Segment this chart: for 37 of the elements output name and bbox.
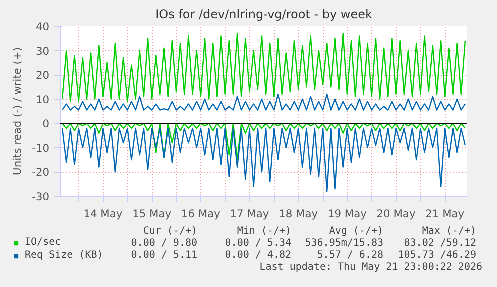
y-axis-title: Units read (-) / write (+)	[11, 48, 24, 176]
x-tick-label: 17 May	[230, 208, 270, 220]
y-tick-label: 20	[36, 69, 50, 82]
text: 105.73 /46.29	[398, 250, 477, 261]
x-tick-label: 18 May	[279, 208, 318, 220]
legend-label: Req Size (KB)	[25, 250, 104, 261]
text: 0.00 / 5.34	[225, 238, 292, 249]
text: 83.02 /59.12	[404, 238, 477, 249]
chart-title: IOs for /dev/nlring-vg/root - by week	[156, 8, 372, 22]
line-series	[62, 123, 466, 161]
x-tick-label: 21 May	[426, 208, 465, 220]
legend-label: IO/sec	[25, 237, 62, 248]
text: Avg (-/+)	[329, 226, 384, 237]
text: 0.00 / 9.80	[131, 238, 198, 249]
line-series	[62, 33, 466, 102]
x-tick-label: 20 May	[376, 208, 416, 220]
x-tick-label: 16 May	[181, 208, 220, 220]
line-series	[62, 128, 466, 192]
text: Last update: Thu May 21 23:00:22 2026	[260, 262, 483, 273]
text: 0.00 / 5.11	[131, 250, 198, 261]
x-tick-label: 19 May	[328, 208, 367, 220]
y-tick-label: -20	[32, 166, 50, 180]
text: Cur (-/+)	[143, 226, 198, 237]
x-tick-label: 14 May	[84, 208, 123, 220]
y-tick-label: 40	[36, 20, 50, 34]
y-tick-label: 0	[42, 118, 50, 131]
text: 0.00 / 4.82	[225, 250, 292, 261]
x-tick-label: 15 May	[132, 208, 172, 220]
y-tick-label: 10	[36, 93, 50, 106]
text: Min (-/+)	[237, 226, 292, 237]
y-tick-label: -30	[32, 190, 50, 204]
y-tick-label: -10	[32, 142, 50, 155]
text: Max (-/+)	[422, 226, 477, 237]
y-tick-label: 30	[36, 44, 50, 58]
line-series	[62, 94, 466, 111]
text: 536.95m/15.83	[305, 238, 384, 249]
text: 5.57 / 6.28	[317, 250, 384, 261]
